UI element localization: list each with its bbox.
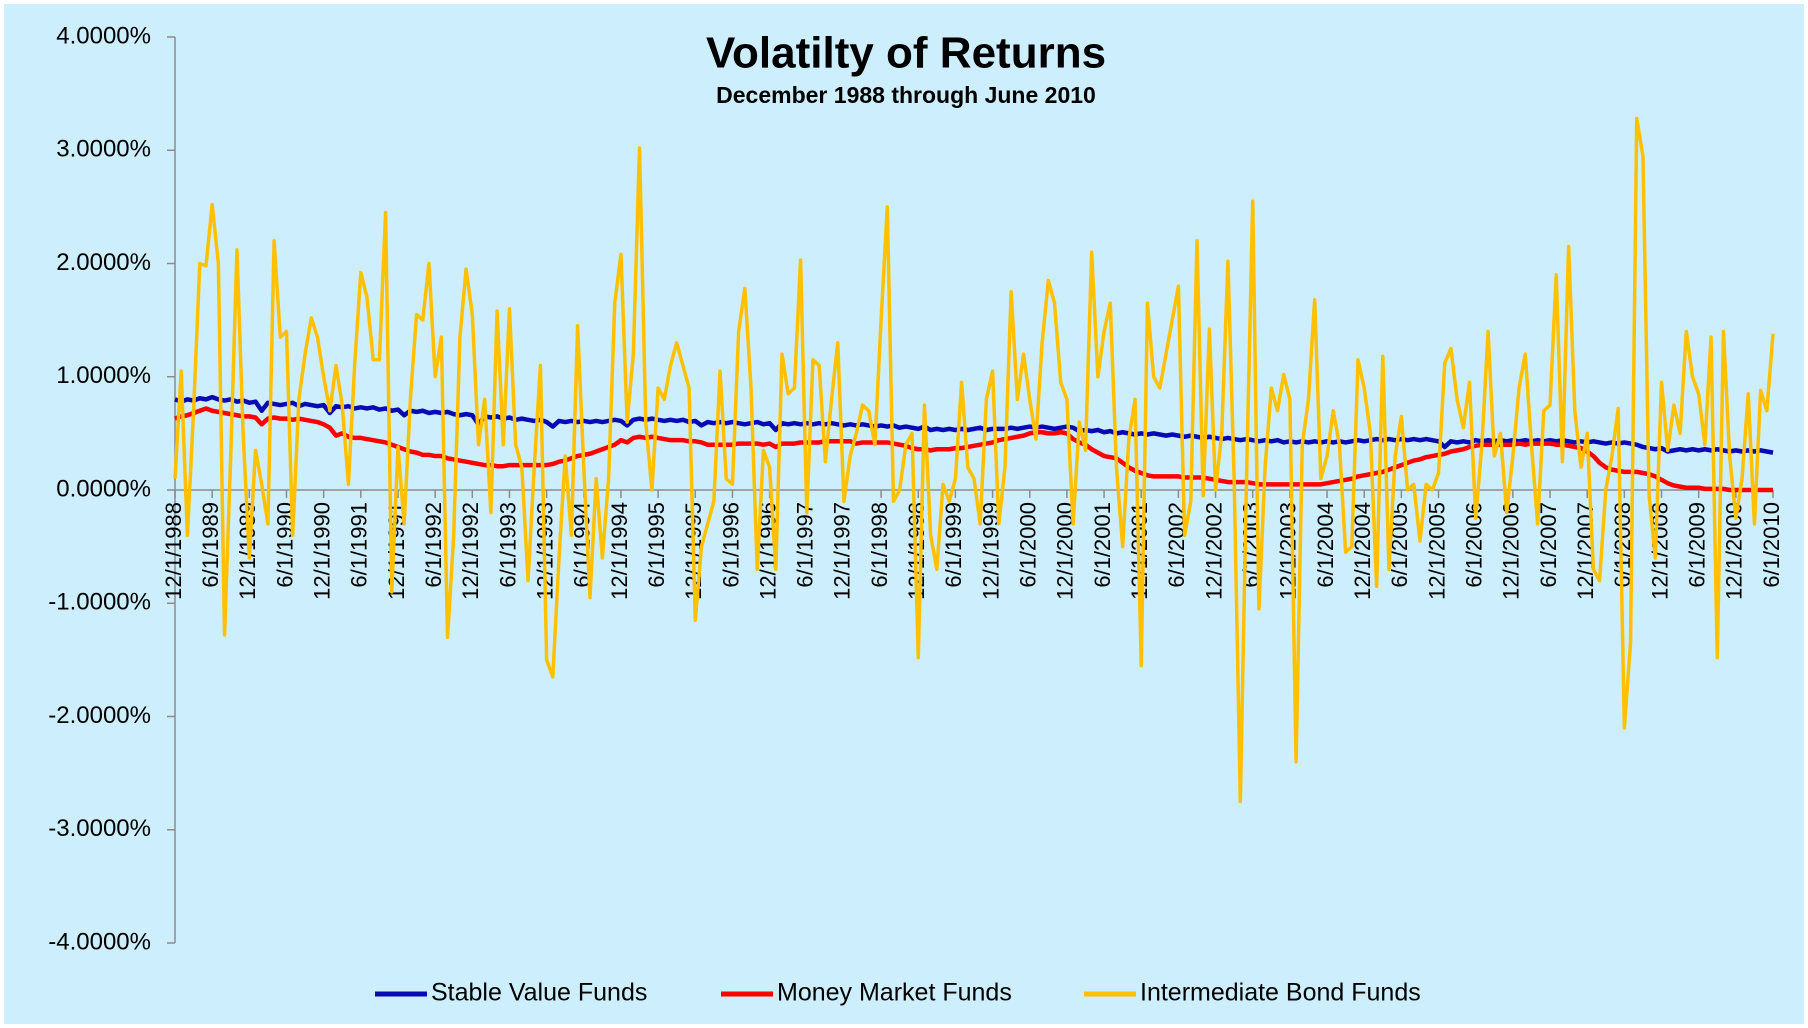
chart-background <box>4 4 1804 1024</box>
y-tick-label: 1.0000% <box>56 362 151 389</box>
series-line <box>173 116 1775 804</box>
legend-label: Intermediate Bond Funds <box>1140 979 1421 1007</box>
y-tick-label: -2.0000% <box>48 702 151 729</box>
x-tick-label: 12/1/1992 <box>458 502 483 600</box>
x-tick-label: 12/1/2003 <box>1276 502 1301 600</box>
x-tick-label: 6/1/2000 <box>1016 502 1041 588</box>
x-tick-label: 6/1/1998 <box>867 502 892 588</box>
x-tick-label: 12/1/1994 <box>607 502 632 600</box>
x-tick-label: 6/1/1997 <box>793 502 818 588</box>
x-tick-label: 6/1/1992 <box>421 502 446 588</box>
x-tick-label: 6/1/2004 <box>1313 502 1338 588</box>
x-tick-label: 12/1/1997 <box>830 502 855 600</box>
x-tick-label: 6/1/1996 <box>718 502 743 588</box>
x-tick-label: 12/1/1990 <box>309 502 334 600</box>
x-tick-label: 12/1/2006 <box>1499 502 1524 600</box>
y-tick-label: 4.0000% <box>56 22 151 49</box>
x-tick-label: 6/1/1999 <box>941 502 966 588</box>
x-tick-label: 6/1/2010 <box>1759 502 1784 588</box>
y-tick-label: -4.0000% <box>48 928 151 955</box>
x-tick-label: 6/1/1993 <box>495 502 520 588</box>
legend-label: Stable Value Funds <box>431 979 647 1007</box>
y-tick-label: 0.0000% <box>56 475 151 502</box>
series-line <box>174 406 1773 493</box>
x-tick-label: 6/1/2009 <box>1684 502 1709 588</box>
x-tick-label: 12/1/2002 <box>1201 502 1226 600</box>
x-tick-label: 6/1/2007 <box>1536 502 1561 588</box>
y-tick-label: 2.0000% <box>56 249 151 276</box>
x-tick-label: 6/1/2001 <box>1090 502 1115 588</box>
chart-subtitle: December 1988 through June 2010 <box>716 82 1096 108</box>
legend-label: Money Market Funds <box>777 979 1012 1007</box>
x-tick-label: 12/1/2005 <box>1424 502 1449 600</box>
chart-title: Volatilty of Returns <box>706 29 1106 78</box>
x-tick-label: 6/1/1991 <box>347 502 372 588</box>
y-tick-label: -1.0000% <box>48 589 151 616</box>
x-tick-label: 6/1/1995 <box>644 502 669 588</box>
y-tick-label: -3.0000% <box>48 815 151 842</box>
x-tick-label: 6/1/1989 <box>198 502 223 588</box>
y-tick-label: 3.0000% <box>56 136 151 163</box>
x-tick-label: 12/1/1988 <box>161 502 186 600</box>
